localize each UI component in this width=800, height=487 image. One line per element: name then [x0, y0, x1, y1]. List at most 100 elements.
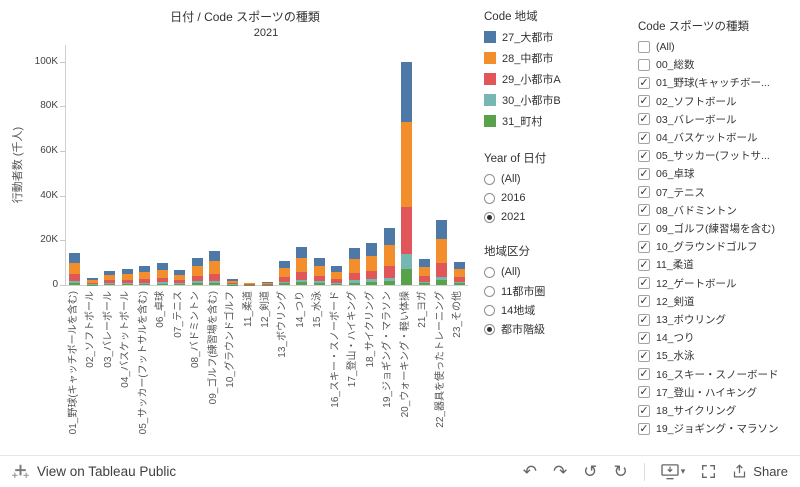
bar-segment[interactable] — [174, 270, 186, 275]
checkbox-option[interactable]: ✓ 09_ゴルフ(練習場を含む) — [638, 220, 775, 237]
download-button[interactable]: ▾ — [661, 463, 685, 480]
bar-stack[interactable] — [296, 247, 308, 285]
bar-segment[interactable] — [383, 277, 395, 281]
year-filter-option[interactable]: 2016 — [484, 189, 525, 207]
bar-segment[interactable] — [348, 282, 360, 285]
bar-segment[interactable] — [86, 280, 98, 283]
bar-segment[interactable] — [69, 280, 81, 283]
bar-segment[interactable] — [383, 227, 395, 246]
bar-segment[interactable] — [174, 283, 186, 284]
checkbox-checked-icon[interactable]: ✓ — [638, 149, 650, 162]
bar-segment[interactable] — [436, 239, 448, 263]
checkbox-option[interactable]: ✓ 05_サッカー(フットサ... — [638, 147, 770, 164]
bar-segment[interactable] — [278, 260, 290, 269]
bar-stack[interactable] — [261, 281, 273, 285]
checkbox-checked-icon[interactable]: ✓ — [638, 167, 650, 180]
checkbox-checked-icon[interactable]: ✓ — [638, 204, 650, 217]
bar-segment[interactable] — [296, 282, 308, 285]
bar-segment[interactable] — [191, 266, 203, 276]
bar-stack[interactable] — [313, 258, 325, 285]
region-filter-option[interactable]: 都市階級 — [484, 320, 545, 338]
bar-segment[interactable] — [296, 258, 308, 273]
legend-item[interactable]: 28_中都市 — [484, 49, 553, 67]
bar-segment[interactable] — [366, 279, 378, 282]
bar-stack[interactable] — [401, 61, 413, 285]
bar-segment[interactable] — [296, 247, 308, 259]
checkbox-option[interactable]: ✓ 11_柔道 — [638, 256, 694, 273]
checkbox-option[interactable]: ✓ 01_野球(キャッチボー... — [638, 74, 770, 91]
bar-segment[interactable] — [69, 262, 81, 275]
checkbox-checked-icon[interactable]: ✓ — [638, 404, 650, 417]
checkbox-unchecked-icon[interactable] — [638, 40, 650, 53]
region-filter-option[interactable]: 14地域 — [484, 301, 535, 319]
bar-segment[interactable] — [261, 283, 273, 285]
bar-segment[interactable] — [453, 283, 465, 285]
bar-segment[interactable] — [366, 281, 378, 285]
bar-segment[interactable] — [69, 253, 81, 263]
undo-icon[interactable]: ↶ — [522, 462, 538, 481]
year-filter-radio[interactable] — [484, 192, 495, 204]
checkbox-option[interactable]: (All) — [638, 38, 675, 55]
checkbox-option[interactable]: ✓ 10_グラウンドゴルフ — [638, 238, 758, 255]
checkbox-checked-icon[interactable]: ✓ — [638, 131, 650, 144]
bar-stack[interactable] — [383, 227, 395, 285]
bar-segment[interactable] — [191, 275, 203, 282]
bar-segment[interactable] — [191, 283, 203, 285]
bar-segment[interactable] — [121, 283, 133, 285]
bar-segment[interactable] — [104, 284, 116, 285]
bar-segment[interactable] — [104, 270, 116, 276]
bar-segment[interactable] — [209, 261, 221, 274]
share-button[interactable]: Share — [732, 464, 788, 479]
bar-stack[interactable] — [121, 268, 133, 285]
bar-segment[interactable] — [226, 279, 238, 281]
checkbox-checked-icon[interactable]: ✓ — [638, 386, 650, 399]
year-filter-option[interactable]: 2021 — [484, 208, 525, 226]
bar-segment[interactable] — [331, 266, 343, 272]
refresh-icon[interactable]: ↻ — [613, 462, 628, 481]
legend-item[interactable]: 31_町村 — [484, 112, 542, 130]
bar-segment[interactable] — [244, 283, 256, 285]
bar-segment[interactable] — [348, 280, 360, 283]
redo-icon[interactable]: ↷ — [553, 462, 568, 481]
checkbox-checked-icon[interactable]: ✓ — [638, 368, 650, 381]
checkbox-option[interactable]: ✓ 16_スキー・スノーボード — [638, 366, 779, 383]
bar-segment[interactable] — [331, 278, 343, 283]
bar-segment[interactable] — [366, 255, 378, 271]
bar-segment[interactable] — [331, 283, 343, 285]
bar-segment[interactable] — [418, 266, 430, 277]
region-filter-radio[interactable] — [484, 304, 495, 316]
bar-stack[interactable] — [86, 278, 98, 285]
bar-segment[interactable] — [313, 275, 325, 282]
bar-segment[interactable] — [313, 258, 325, 267]
bar-segment[interactable] — [313, 266, 325, 276]
checkbox-option[interactable]: ✓ 14_つり — [638, 329, 695, 346]
bar-stack[interactable] — [69, 253, 81, 285]
bar-stack[interactable] — [191, 258, 203, 285]
bar-segment[interactable] — [278, 276, 290, 282]
checkbox-option[interactable]: ✓ 19_ジョギング・マラソン — [638, 420, 779, 437]
bar-segment[interactable] — [383, 245, 395, 266]
bar-segment[interactable] — [156, 277, 168, 283]
bar-stack[interactable] — [331, 266, 343, 285]
bar-segment[interactable] — [278, 283, 290, 285]
bar-segment[interactable] — [453, 268, 465, 278]
reset-icon[interactable]: ↺ — [583, 462, 598, 481]
checkbox-checked-icon[interactable]: ✓ — [638, 222, 650, 235]
region-filter-option[interactable]: 11都市圏 — [484, 282, 545, 300]
bar-segment[interactable] — [348, 272, 360, 281]
bar-segment[interactable] — [366, 270, 378, 280]
bar-stack[interactable] — [436, 220, 448, 285]
region-filter-radio[interactable] — [484, 266, 495, 278]
bar-segment[interactable] — [156, 283, 168, 285]
bar-segment[interactable] — [139, 283, 151, 285]
checkbox-checked-icon[interactable]: ✓ — [638, 240, 650, 253]
bar-stack[interactable] — [244, 282, 256, 285]
checkbox-option[interactable]: ✓ 13_ボウリング — [638, 311, 726, 328]
bar-segment[interactable] — [296, 272, 308, 281]
bar-segment[interactable] — [104, 275, 116, 281]
bar-segment[interactable] — [209, 282, 221, 285]
bar-segment[interactable] — [278, 281, 290, 284]
bar-segment[interactable] — [453, 282, 465, 284]
checkbox-option[interactable]: ✓ 03_バレーボール — [638, 111, 737, 128]
bar-segment[interactable] — [86, 282, 98, 285]
